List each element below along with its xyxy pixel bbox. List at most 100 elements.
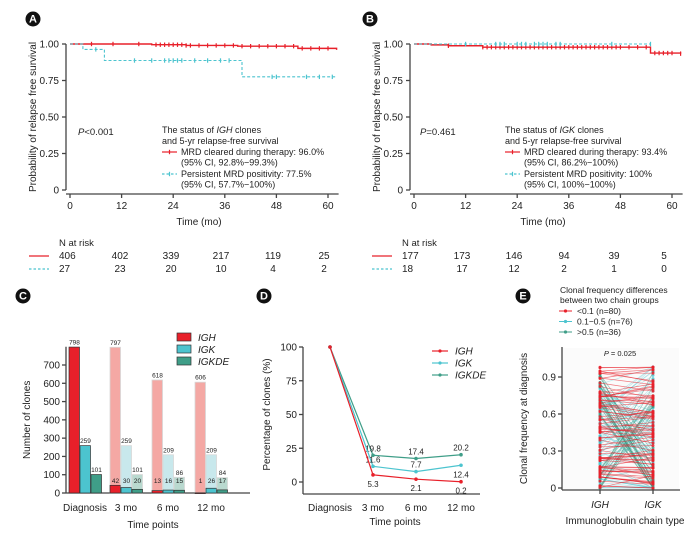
svg-text:C: C <box>19 291 27 303</box>
pair-line-group-0 <box>599 369 654 379</box>
legend-title: The status of IGH clones <box>162 125 262 135</box>
point-igk <box>651 441 655 445</box>
pair-line-group-1 <box>599 478 654 489</box>
pair-line-group-0 <box>599 391 654 397</box>
point-igh <box>598 409 602 413</box>
y-tick-label: 0.25 <box>384 149 404 160</box>
x-tick-label: 3 mo <box>362 503 385 514</box>
risk-count: 25 <box>318 251 330 262</box>
bar-background-label: 84 <box>219 470 227 477</box>
bar-value-label: 20 <box>134 478 142 485</box>
point-igh <box>598 412 602 416</box>
y-tick-label: 1.00 <box>40 40 60 51</box>
bar-background-igk <box>162 454 174 494</box>
point-igh <box>598 475 602 479</box>
risk-count: 217 <box>213 251 230 262</box>
x-tick-label: 12 mo <box>197 503 225 514</box>
point-igk <box>651 396 655 400</box>
risk-count: 2 <box>321 264 327 275</box>
point-igk <box>651 414 655 418</box>
pair-line-group-0 <box>599 416 654 424</box>
pair-line-group-0 <box>599 416 654 421</box>
risk-count: 406 <box>59 251 76 262</box>
bar-igk <box>79 445 91 494</box>
y-tick-label: 1.00 <box>384 40 404 51</box>
pair-line-group-0 <box>599 424 654 427</box>
pair-line-group-1 <box>599 478 654 489</box>
bar-value-label: 1 <box>199 478 203 485</box>
point-igk <box>651 368 655 372</box>
legend-ci: (95% CI, 100%−100%) <box>524 180 616 190</box>
y-tick-label: 600 <box>43 379 60 390</box>
x-tick-label: 12 <box>460 201 472 212</box>
point-igk <box>459 463 463 468</box>
legend-label: IGKDE <box>455 371 486 382</box>
risk-count: 2 <box>561 264 567 275</box>
y-axis-label: Probability of relapse free survival <box>28 42 39 192</box>
x-tick-label: 6 mo <box>405 503 428 514</box>
legend-label: <0.1 (n=80) <box>577 306 621 316</box>
point-igk <box>651 482 655 486</box>
point-igk <box>651 462 655 466</box>
y-tick-label: 0 <box>550 484 556 495</box>
point-igh <box>598 403 602 407</box>
pair-line-group-0 <box>599 410 654 421</box>
point-igk <box>651 399 655 403</box>
bar-value-label: 26 <box>208 478 216 485</box>
point-igh <box>414 477 418 481</box>
y-tick-label: 0.3 <box>542 447 556 458</box>
pair-line-group-0 <box>599 445 654 448</box>
x-axis-label: Time (mo) <box>520 217 565 228</box>
bar-background-label: 101 <box>132 467 143 474</box>
pair-line-group-0 <box>599 399 654 402</box>
point-label-igh: 2.1 <box>410 484 422 493</box>
risk-table-header: N at risk <box>59 238 94 249</box>
bar-igkde <box>173 489 185 494</box>
x-tick-label: 36 <box>219 201 231 212</box>
y-axis-label: Number of clones <box>22 381 33 459</box>
legend-label: IGK <box>198 345 217 356</box>
point-igk <box>651 387 655 391</box>
pair-line-group-0 <box>599 458 654 462</box>
point-igk <box>651 465 655 469</box>
legend-swatch-igkde <box>176 356 192 366</box>
legend-label: MRD cleared during therapy: 93.4% <box>524 147 667 157</box>
y-axis-label: Percentage of clones (%) <box>262 358 273 470</box>
point-igk <box>651 448 655 452</box>
pair-line-group-1 <box>599 482 654 489</box>
point-igk <box>651 428 655 432</box>
x-tick-label: IGH <box>591 500 610 511</box>
pair-line-group-0 <box>599 377 654 385</box>
bar-background-label: 86 <box>176 470 184 477</box>
point-igh <box>598 401 602 405</box>
point-igk <box>651 456 655 460</box>
point-label-igk: 7.7 <box>410 461 422 470</box>
bar-igh <box>194 492 206 494</box>
legend-title: The status of IGK clones <box>505 125 604 135</box>
point-igk <box>651 403 655 407</box>
x-tick-label: 0 <box>67 201 73 212</box>
legend-label: IGKDE <box>198 357 229 368</box>
legend-label: 0.1−0.5 (n=76) <box>577 317 633 327</box>
bar-igh <box>68 346 80 494</box>
x-axis-label: Time points <box>369 517 420 528</box>
point-label-igkde: 17.4 <box>408 448 424 457</box>
legend-marker <box>438 373 442 377</box>
risk-count: 146 <box>506 251 523 262</box>
x-tick-label: Diagnosis <box>63 503 107 514</box>
risk-count: 94 <box>558 251 570 262</box>
svg-text:E: E <box>519 291 526 303</box>
legend-subtitle: and 5-yr relapse-free survival <box>505 136 622 146</box>
pair-line-group-0 <box>599 453 654 459</box>
y-tick-label: 0 <box>397 186 403 197</box>
point-igh <box>598 371 602 375</box>
point-igh <box>598 384 602 388</box>
y-tick-label: 100 <box>280 343 297 354</box>
point-igh <box>598 391 602 395</box>
point-igk <box>651 469 655 473</box>
bar-value-label: 30 <box>123 478 131 485</box>
panel-badge-a: A <box>25 11 41 27</box>
pair-line-group-0 <box>599 476 654 485</box>
y-tick-label: 25 <box>286 444 298 455</box>
